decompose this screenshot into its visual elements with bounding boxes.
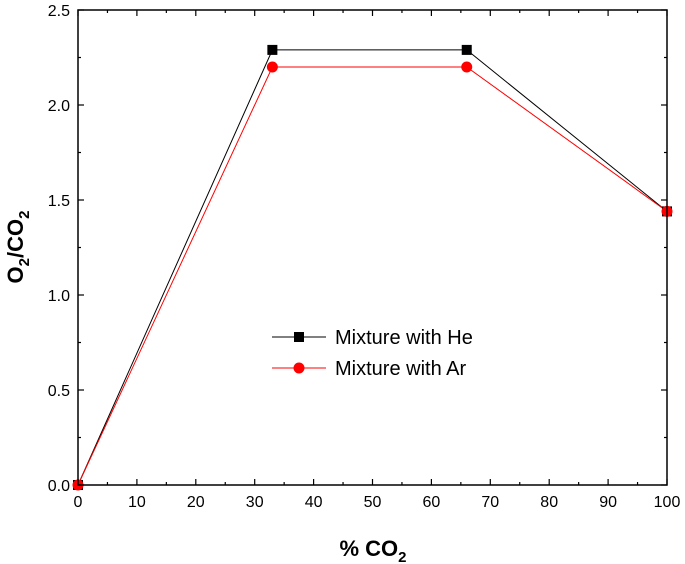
- x-tick-label: 30: [246, 494, 264, 511]
- data-point-ar: [461, 61, 473, 73]
- legend-label-ar: Mixture with Ar: [335, 358, 466, 380]
- y-tick-label: 0.0: [48, 478, 70, 495]
- y-tick-label: 1.5: [48, 193, 70, 210]
- x-tick-label: 100: [654, 494, 681, 511]
- series-line-0: [77, 49, 668, 486]
- legend-marker-he: [294, 332, 304, 342]
- x-tick-label: 70: [481, 494, 499, 511]
- series-lines: [77, 49, 668, 486]
- legend: Mixture with He Mixture with Ar: [272, 327, 473, 380]
- y-axis-title: O2/CO2: [3, 211, 33, 284]
- x-tick-label: 80: [540, 494, 558, 511]
- ticks: [77, 9, 668, 486]
- data-point-he: [461, 44, 472, 55]
- x-tick-label: 60: [423, 494, 441, 511]
- y-tick-label: 2.0: [48, 98, 70, 115]
- x-tick-label: 90: [599, 494, 617, 511]
- x-tick-label: 10: [128, 494, 146, 511]
- legend-marker-ar: [293, 362, 305, 374]
- tick-labels: 0 10 20 30 40 50 60 70 80 90 100 0.0 0.5 1.0 1.5 2.0 2.5: [48, 3, 681, 511]
- series-markers: [72, 44, 673, 491]
- series-line-1: [77, 66, 668, 486]
- x-tick-label: 0: [74, 494, 83, 511]
- x-tick-label: 50: [364, 494, 382, 511]
- x-tick-label: 40: [305, 494, 323, 511]
- data-point-ar: [266, 61, 278, 73]
- x-axis-title: % CO2: [339, 536, 406, 564]
- data-point-he: [267, 44, 278, 55]
- y-tick-label: 1.0: [48, 288, 70, 305]
- x-tick-label: 20: [187, 494, 205, 511]
- plot-frame: [77, 9, 668, 486]
- y-tick-label: 0.5: [48, 383, 70, 400]
- y-tick-label: 2.5: [48, 3, 70, 20]
- legend-label-he: Mixture with He: [335, 327, 473, 349]
